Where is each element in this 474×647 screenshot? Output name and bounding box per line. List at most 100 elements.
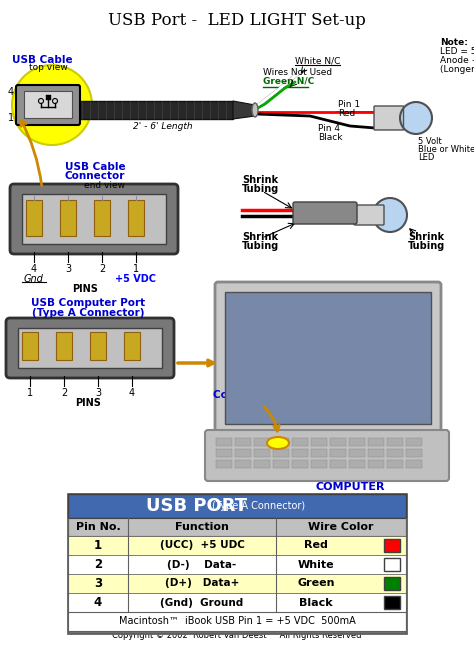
Bar (60, 200, 76, 236)
Ellipse shape (252, 103, 258, 117)
Text: Green: Green (297, 578, 335, 589)
Bar (273, 438, 289, 446)
Bar (68, 555, 406, 574)
Text: USB Cable: USB Cable (64, 162, 125, 172)
Text: Black: Black (318, 133, 343, 142)
Text: White: White (298, 560, 334, 569)
Bar (216, 449, 232, 457)
Text: (Type A Connector): (Type A Connector) (32, 308, 144, 318)
Bar (349, 449, 365, 457)
Text: USB Computer Port: USB Computer Port (31, 298, 145, 308)
Text: 2: 2 (61, 388, 67, 398)
Text: Wire Color: Wire Color (308, 522, 374, 532)
Text: (D-)    Data-: (D-) Data- (167, 560, 237, 569)
Circle shape (12, 65, 92, 145)
Bar (78, 101, 233, 119)
Text: 1: 1 (8, 113, 14, 123)
FancyBboxPatch shape (215, 282, 441, 436)
Bar (311, 438, 327, 446)
Text: Gnd: Gnd (24, 274, 44, 284)
Bar (387, 449, 403, 457)
Text: White N/C: White N/C (295, 56, 340, 65)
Bar (384, 539, 400, 552)
Text: Pin 1: Pin 1 (338, 100, 360, 109)
FancyBboxPatch shape (6, 318, 174, 378)
Bar (18, 328, 162, 368)
Text: Green N/C: Green N/C (263, 77, 314, 86)
Text: 1: 1 (27, 388, 33, 398)
Text: 4: 4 (8, 87, 14, 97)
Bar (330, 449, 346, 457)
Text: 3: 3 (95, 388, 101, 398)
Ellipse shape (267, 437, 289, 449)
Bar (68, 494, 406, 518)
Text: 3: 3 (65, 264, 71, 274)
Bar (56, 332, 72, 360)
Bar (24, 91, 72, 118)
Bar (235, 449, 251, 457)
Text: PINS: PINS (75, 398, 101, 408)
Text: USB Cable: USB Cable (12, 55, 73, 65)
Text: 2: 2 (99, 264, 105, 274)
Text: COMPUTER: COMPUTER (315, 482, 385, 492)
Bar (292, 449, 308, 457)
Bar (68, 574, 406, 593)
Text: Red: Red (338, 109, 355, 118)
Bar (330, 438, 346, 446)
Text: end view: end view (84, 181, 126, 190)
Bar (68, 518, 406, 536)
Bar (292, 460, 308, 468)
Circle shape (373, 198, 407, 232)
Text: Copyright © 2002  Robert Van Deest     All Rights Reserved: Copyright © 2002 Robert Van Deest All Ri… (112, 631, 362, 640)
Bar (22, 332, 38, 360)
Bar (254, 460, 270, 468)
Text: Pin No.: Pin No. (76, 522, 120, 532)
Bar (235, 438, 251, 446)
Bar (368, 438, 384, 446)
Text: Tubing: Tubing (408, 241, 445, 251)
Text: (D+)   Data+: (D+) Data+ (165, 578, 239, 589)
Text: USB PORT: USB PORT (146, 497, 247, 515)
Text: PINS: PINS (72, 284, 98, 294)
Text: Wires Not Used: Wires Not Used (263, 68, 332, 77)
Text: 4: 4 (129, 388, 135, 398)
Text: top view: top view (28, 63, 67, 72)
FancyBboxPatch shape (374, 106, 404, 130)
Bar (368, 449, 384, 457)
Text: (Longer Lead): (Longer Lead) (440, 65, 474, 74)
Bar (90, 332, 106, 360)
Polygon shape (233, 101, 255, 119)
Bar (26, 200, 42, 236)
Circle shape (400, 102, 432, 134)
Bar (406, 449, 422, 457)
Text: LED = 5V: LED = 5V (440, 47, 474, 56)
Text: +5 VDC: +5 VDC (116, 274, 156, 284)
Text: Macintosh™  iBook USB Pin 1 = +5 VDC  500mA: Macintosh™ iBook USB Pin 1 = +5 VDC 500m… (118, 617, 356, 626)
Text: 1: 1 (133, 264, 139, 274)
Text: Pin 4: Pin 4 (318, 124, 340, 133)
Text: LED: LED (418, 153, 434, 162)
Text: 4: 4 (94, 596, 102, 609)
Text: 1: 1 (94, 539, 102, 552)
Bar (330, 460, 346, 468)
FancyBboxPatch shape (10, 184, 178, 254)
Bar (384, 558, 400, 571)
Bar (235, 460, 251, 468)
Text: Shrink: Shrink (408, 232, 444, 242)
Bar (349, 438, 365, 446)
Bar (216, 460, 232, 468)
Text: Note:: Note: (440, 38, 468, 47)
Text: (Gnd)  Ground: (Gnd) Ground (160, 597, 244, 608)
Text: Anode +: Anode + (440, 56, 474, 65)
Bar (387, 438, 403, 446)
Text: Connector: Connector (65, 171, 125, 181)
FancyBboxPatch shape (354, 205, 384, 225)
Text: Tubing: Tubing (242, 184, 279, 194)
Bar (68, 593, 406, 612)
Bar (273, 460, 289, 468)
Text: Function: Function (175, 522, 229, 532)
Bar (254, 449, 270, 457)
Text: 2' - 6' Length: 2' - 6' Length (133, 122, 193, 131)
FancyBboxPatch shape (16, 85, 80, 125)
Bar (46, 95, 51, 100)
